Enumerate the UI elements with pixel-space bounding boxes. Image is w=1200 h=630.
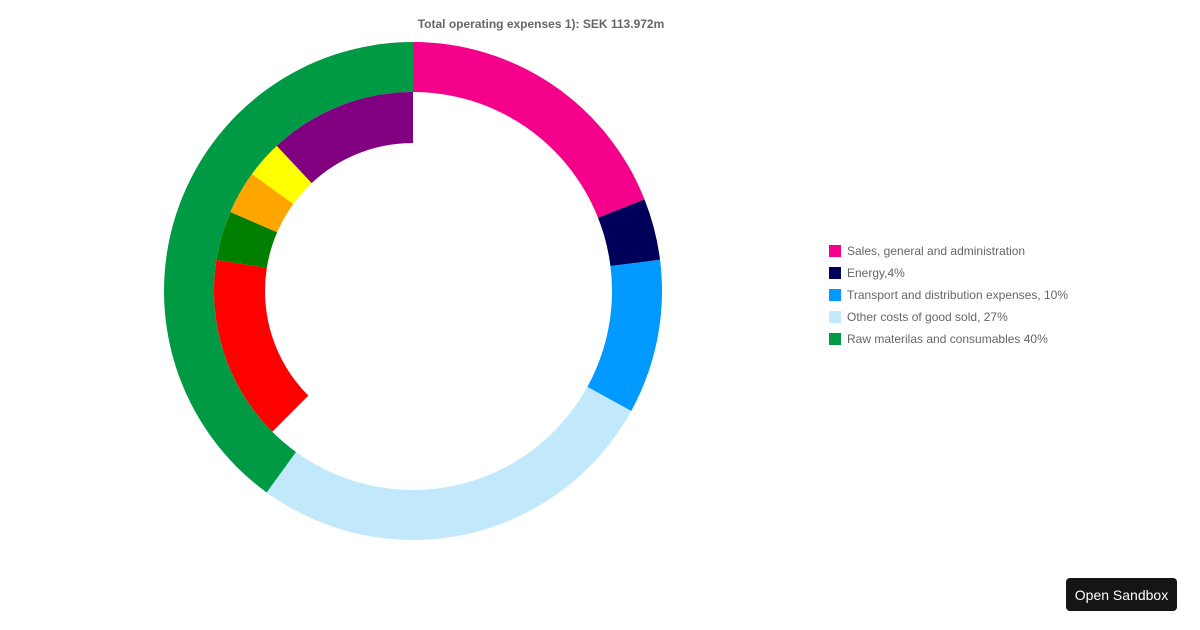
open-sandbox-button[interactable]: Open Sandbox — [1066, 578, 1177, 611]
outer-slice-energy-4[interactable] — [598, 199, 661, 267]
outer-slice-transport-and-distribution-expenses-10[interactable] — [587, 259, 662, 411]
legend-label: Transport and distribution expenses, 10% — [847, 288, 1069, 302]
inner-slice-5[interactable] — [276, 92, 413, 184]
inner-ring — [214, 92, 413, 432]
inner-slice-4[interactable] — [252, 145, 312, 205]
inner-slice-3[interactable] — [230, 174, 294, 233]
legend-swatch — [829, 245, 841, 257]
legend-item-other-costs[interactable]: Other costs of good sold, 27% — [829, 306, 1068, 328]
inner-slice-1[interactable] — [214, 259, 309, 432]
legend-label: Other costs of good sold, 27% — [847, 310, 1008, 324]
outer-ring — [164, 42, 662, 540]
legend-swatch — [829, 267, 841, 279]
outer-slice-sales-general-and-administration[interactable] — [413, 42, 645, 218]
outer-slice-other-costs-of-good-sold-27[interactable] — [266, 386, 632, 540]
chart-title: Total operating expenses 1): SEK 113.972… — [417, 17, 665, 31]
legend-item-sales[interactable]: Sales, general and administration — [829, 240, 1068, 262]
legend-label: Energy,4% — [847, 266, 905, 280]
legend-swatch — [829, 289, 841, 301]
legend-item-energy[interactable]: Energy,4% — [829, 262, 1068, 284]
inner-slice-2[interactable] — [216, 211, 278, 268]
legend-swatch — [829, 333, 841, 345]
legend-label: Sales, general and administration — [847, 244, 1026, 258]
legend-swatch — [829, 311, 841, 323]
legend: Sales, general and administration Energy… — [829, 240, 1068, 350]
legend-label: Raw materilas and consumables 40% — [847, 332, 1048, 346]
legend-item-transport[interactable]: Transport and distribution expenses, 10% — [829, 284, 1068, 306]
outer-slice-raw-materilas-and-consumables-40[interactable] — [164, 42, 413, 493]
legend-item-raw-materials[interactable]: Raw materilas and consumables 40% — [829, 328, 1068, 350]
